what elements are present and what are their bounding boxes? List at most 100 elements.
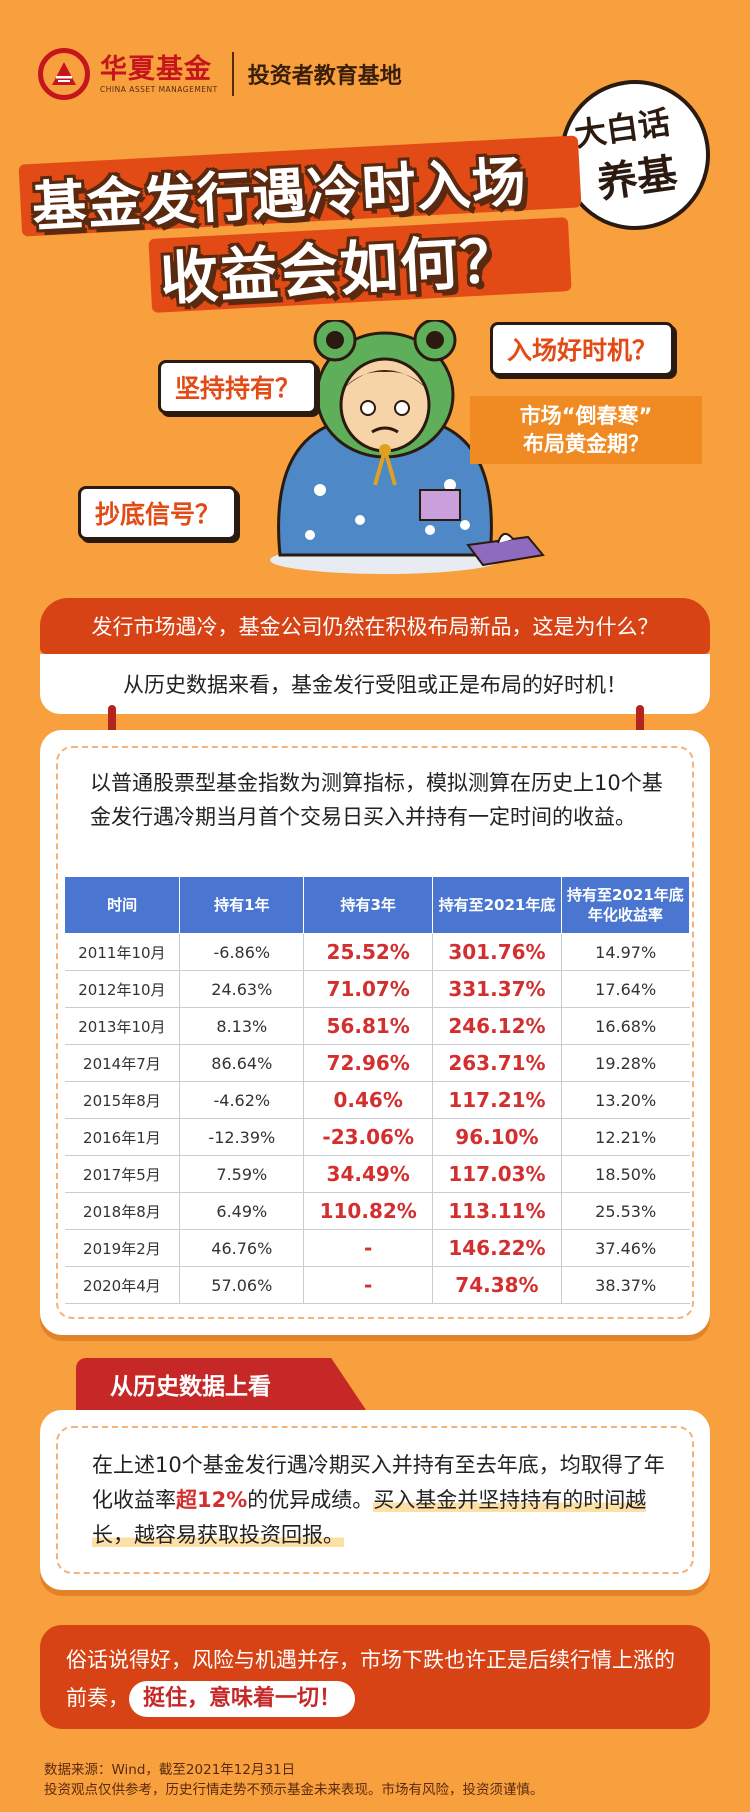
table-cell: 246.12% [432,1007,562,1045]
summary-text: 在上述10个基金发行遇冷期买入并持有至去年底，均取得了年化收益率超12%的优异成… [92,1448,672,1553]
table-cell: 34.49% [303,1155,434,1193]
brand-header: 华夏基金 CHINA ASSET MANAGEMENT 投资者教育基地 [38,48,402,100]
summary-highlight: 超12% [176,1488,248,1512]
source-line1: 数据来源：Wind，截至2021年12月31日 [44,1762,296,1778]
badge-line2: 养基 [594,150,681,208]
table-row: 2017年5月 7.59% 34.49% 117.03% 18.50% [64,1155,690,1193]
table-cell: 17.64% [561,970,690,1008]
table-row: 2018年8月 6.49% 110.82% 113.11% 25.53% [64,1192,690,1230]
returns-table: 时间 持有1年 持有3年 持有至2021年底 持有至2021年底年化收益率 20… [63,876,691,1304]
table-cell: -4.62% [179,1081,305,1119]
table-cell: 2020年4月 [64,1266,181,1304]
table-row: 2020年4月 57.06% -74.38% 38.37% [64,1266,690,1304]
table-cell: 110.82% [303,1192,434,1230]
card-dashed-border [56,746,694,1319]
table-cell: 331.37% [432,970,562,1008]
table-cell: 0.46% [303,1081,434,1119]
th-hold-3y: 持有3年 [303,876,434,934]
table-cell: 12.21% [561,1118,690,1156]
table-cell: 19.28% [561,1044,690,1082]
table-cell: 7.59% [179,1155,305,1193]
section-tab: 从历史数据上看 [76,1358,366,1410]
table-cell: 37.46% [561,1229,690,1267]
table-cell: 263.71% [432,1044,562,1082]
table-cell: 86.64% [179,1044,305,1082]
table-cell: -12.39% [179,1118,305,1156]
tissue-box-icon [466,532,545,567]
table-cell: 2017年5月 [64,1155,181,1193]
table-cell: 2016年1月 [64,1118,181,1156]
table-cell: 96.10% [432,1118,562,1156]
bubble-keep-holding: 坚持持有？ [158,360,318,414]
table-row: 2011年10月 -6.86% 25.52% 301.76% 14.97% [64,933,690,971]
table-cell: 2019年2月 [64,1229,181,1267]
table-cell: 25.52% [303,933,434,971]
table-cell: 6.49% [179,1192,305,1230]
table-row: 2014年7月 86.64% 72.96% 263.71% 19.28% [64,1044,690,1082]
brand-en: CHINA ASSET MANAGEMENT [100,84,218,94]
table-row: 2015年8月 -4.62% 0.46% 117.21% 13.20% [64,1081,690,1119]
table-cell: 13.20% [561,1081,690,1119]
table-cell: 38.37% [561,1266,690,1304]
table-cell: -23.06% [303,1118,434,1156]
table-row: 2012年10月 24.63% 71.07% 331.37% 17.64% [64,970,690,1008]
table-cell: 2013年10月 [64,1007,181,1045]
table-cell: 57.06% [179,1266,305,1304]
th-time: 时间 [63,876,181,934]
bubble-spring-cold: 市场“倒春寒” 布局黄金期？ [470,396,702,464]
frog-hood-character-illustration [270,320,500,574]
brand-cn: 华夏基金 [100,53,212,85]
answer-bar: 从历史数据来看，基金发行受阻或正是布局的好时机！ [40,654,710,714]
table-cell: 2015年8月 [64,1081,181,1119]
table-cell: 146.22% [432,1229,562,1267]
th-hold-2021: 持有至2021年底 [432,876,562,934]
source-note: 数据来源：Wind，截至2021年12月31日 投资观点仅供参考，历史行情走势不… [44,1760,544,1800]
brand-logo-icon [38,48,90,100]
answer-text: 从历史数据来看，基金发行受阻或正是布局的好时机！ [123,673,627,697]
brand-divider [231,52,234,96]
source-line2: 投资观点仅供参考，历史行情走势不预示基金未来表现。市场有风险，投资须谨慎。 [44,1782,544,1798]
table-cell: 14.97% [561,933,690,971]
table-cell: 2014年7月 [64,1044,181,1082]
table-cell: 2011年10月 [64,933,181,971]
quote-card: 俗话说得好，风险与机遇并存，市场下跌也许正是后续行情上涨的前奏， 挺住，意味着一切… [40,1625,710,1729]
quote-text: 俗话说得好，风险与机遇并存，市场下跌也许正是后续行情上涨的前奏， [66,1648,675,1710]
table-cell: 56.81% [303,1007,434,1045]
table-cell: 71.07% [303,970,434,1008]
table-cell: 113.11% [432,1192,562,1230]
bubble-good-timing: 入场好时机？ [490,322,675,376]
table-row: 2013年10月 8.13% 56.81% 246.12% 16.68% [64,1007,690,1045]
bubble-spring-cold-line2: 布局黄金期？ [523,432,649,456]
bubble-spring-cold-line1: 市场“倒春寒” [519,404,653,428]
page-title-line2: 收益会如何？ [158,226,522,313]
summary-dashed-border [56,1426,694,1574]
table-header-row: 时间 持有1年 持有3年 持有至2021年底 持有至2021年底年化收益率 [63,876,691,934]
bubble-bottom-signal: 抄底信号？ [78,486,238,540]
quote-pill: 挺住，意味着一切！ [129,1681,356,1717]
table-cell: 2012年10月 [64,970,181,1008]
table-cell: 16.68% [561,1007,690,1045]
intro-text: 以普通股票型基金指数为测算指标，模拟测算在历史上10个基金发行遇冷期当月首个交易… [90,771,663,829]
brand-name: 华夏基金 CHINA ASSET MANAGEMENT [100,53,218,94]
th-annualized: 持有至2021年底年化收益率 [560,876,691,934]
table-cell: 18.50% [561,1155,690,1193]
table-cell: 74.38% [432,1266,562,1304]
table-cell: 301.76% [432,933,562,971]
table-cell: 2018年8月 [64,1192,181,1230]
th-hold-1y: 持有1年 [179,876,305,934]
table-cell: 8.13% [179,1007,305,1045]
table-row: 2016年1月 -12.39% -23.06% 96.10% 12.21% [64,1118,690,1156]
table-cell: 25.53% [561,1192,690,1230]
table-body: 2011年10月 -6.86% 25.52% 301.76% 14.97% 2012年10… [64,933,690,1304]
table-cell: 46.76% [179,1229,305,1267]
table-cell: - [303,1266,434,1304]
table-row: 2019年2月 46.76% -146.22% 37.46% [64,1229,690,1267]
table-cell: 24.63% [179,970,305,1008]
table-cell: - [303,1229,434,1267]
brand-subtitle: 投资者教育基地 [247,64,402,89]
data-card: 以普通股票型基金指数为测算指标，模拟测算在历史上10个基金发行遇冷期当月首个交易… [40,730,710,1335]
table-cell: 117.03% [432,1155,562,1193]
card-peg-right [636,705,644,745]
table-cell: 117.21% [432,1081,562,1119]
card-peg-left [108,705,116,745]
